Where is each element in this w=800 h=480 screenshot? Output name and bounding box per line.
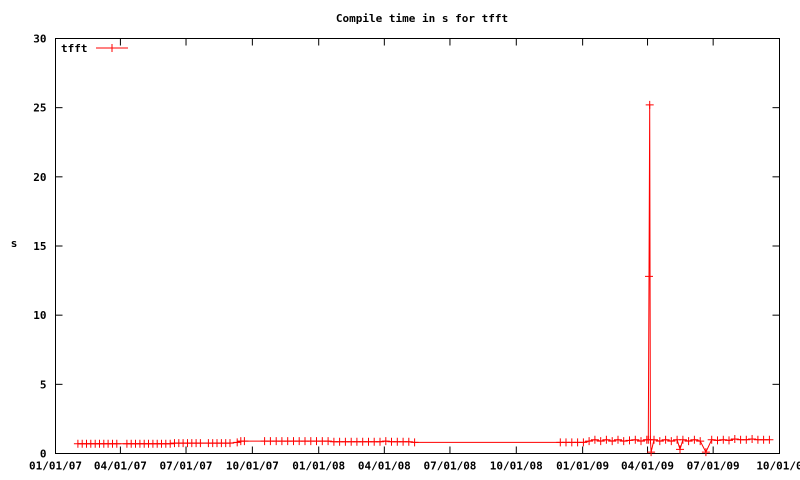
data-point — [661, 435, 670, 444]
data-point — [719, 435, 728, 444]
x-tick-label: 10/01/0 — [756, 460, 800, 473]
data-point — [650, 435, 658, 444]
y-tick-label: 15 — [33, 240, 46, 253]
x-ticks: 01/01/07 04/01/07 07/01/07 10/01/07 01/01/08… — [29, 38, 800, 473]
data-point — [676, 445, 684, 454]
x-tick-label: 01/01/07 — [29, 460, 82, 473]
y-tick-label: 30 — [33, 33, 46, 46]
x-tick-label: 07/01/07 — [160, 460, 213, 473]
data-point — [226, 439, 234, 448]
y-tick-label: 5 — [40, 378, 47, 391]
x-tick-label: 01/01/08 — [292, 460, 345, 473]
data-point — [701, 448, 710, 457]
data-point — [614, 435, 622, 444]
data-point — [602, 435, 611, 444]
data-point — [765, 435, 774, 444]
plot-frame — [55, 38, 780, 454]
data-point — [579, 438, 588, 447]
legend-marker — [108, 44, 116, 52]
legend-label: tfft — [61, 42, 88, 55]
data-point — [324, 437, 333, 446]
data-point — [404, 437, 413, 446]
data-point — [645, 100, 654, 109]
x-tick-label: 07/01/08 — [423, 460, 476, 473]
data-point — [742, 435, 751, 444]
data-point — [112, 439, 121, 448]
y-tick-label: 20 — [33, 171, 46, 184]
x-tick-label: 04/01/07 — [94, 460, 147, 473]
data-point — [381, 437, 390, 446]
data-point — [637, 437, 645, 446]
x-tick-label: 07/01/09 — [687, 460, 740, 473]
chart-title: Compile time in s for tfft — [336, 12, 508, 25]
x-tick-label: 10/01/08 — [490, 460, 543, 473]
data-point — [240, 437, 249, 446]
data-point — [196, 439, 205, 448]
y-axis-label: s — [11, 237, 18, 250]
data-point — [376, 437, 384, 446]
data-point — [725, 436, 733, 445]
y-tick-label: 0 — [40, 448, 47, 461]
y-ticks: 0 5 10 15 20 25 30 — [33, 33, 780, 461]
data-point — [596, 437, 605, 446]
series-layer — [73, 100, 774, 457]
data-point — [730, 435, 739, 443]
data-point — [655, 437, 664, 446]
data-point — [625, 436, 634, 445]
data-point — [748, 435, 757, 443]
data-point — [690, 435, 699, 444]
data-point — [678, 435, 687, 444]
data-point — [667, 437, 676, 446]
data-point — [619, 437, 628, 446]
data-point — [631, 435, 640, 444]
x-tick-label: 04/01/09 — [621, 460, 674, 473]
y-tick-label: 10 — [33, 309, 46, 322]
data-point — [585, 437, 594, 446]
data-point — [707, 435, 716, 444]
x-tick-label: 01/01/09 — [556, 460, 609, 473]
data-point — [713, 436, 722, 445]
data-point — [410, 438, 419, 447]
x-tick-label: 10/01/07 — [226, 460, 279, 473]
series-line — [77, 104, 770, 454]
data-point — [696, 437, 705, 446]
x-tick-label: 04/01/08 — [358, 460, 411, 473]
data-point — [166, 439, 175, 448]
data-point — [608, 437, 617, 446]
data-point — [647, 448, 656, 457]
data-point — [233, 438, 242, 447]
legend: tfft — [61, 42, 128, 55]
data-point — [684, 437, 693, 446]
y-tick-label: 25 — [33, 102, 46, 115]
data-point — [645, 272, 653, 281]
data-point — [590, 435, 599, 444]
